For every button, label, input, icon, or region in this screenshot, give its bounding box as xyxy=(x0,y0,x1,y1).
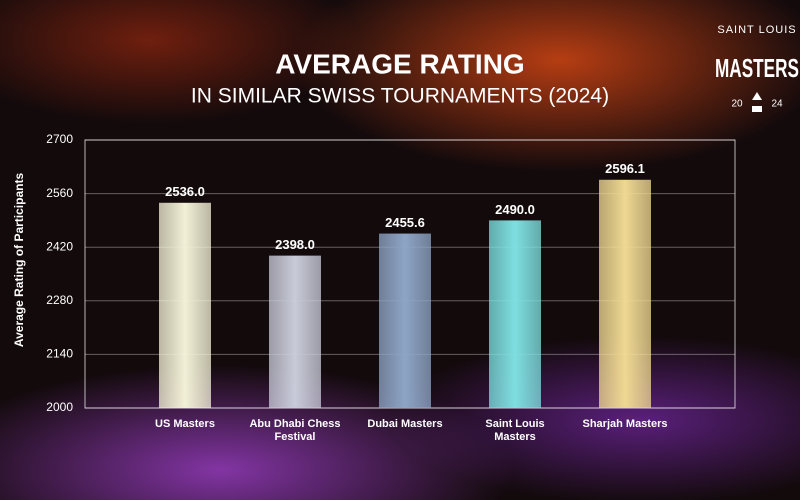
logo-year: 20 xyxy=(731,99,743,110)
y-tick-label: 2560 xyxy=(46,186,73,200)
y-tick-label: 2700 xyxy=(46,132,73,146)
data-label: 2490.0 xyxy=(495,202,535,217)
x-tick-label: Saint Louis Masters xyxy=(485,418,545,443)
bar xyxy=(269,255,321,408)
y-tick-label: 2420 xyxy=(46,239,73,253)
x-tick-label: Sharjah Masters xyxy=(582,418,668,430)
y-axis-label: Average Rating of Participants xyxy=(12,173,26,348)
data-label: 2455.6 xyxy=(385,215,425,230)
bar xyxy=(599,179,651,408)
x-tick-label: Dubai Masters xyxy=(367,418,443,430)
logo-year: 24 xyxy=(771,99,783,110)
y-tick-label: 2000 xyxy=(46,400,73,414)
bar xyxy=(159,202,211,408)
y-tick-label: 2280 xyxy=(46,293,73,307)
chart-subtitle: IN SIMILAR SWISS TOURNAMENTS (2024) xyxy=(191,85,609,108)
bar xyxy=(379,233,431,408)
x-tick-label: US Masters xyxy=(155,418,215,430)
x-tick-label: Abu Dhabi Chess Festival xyxy=(249,418,341,443)
chart-title: AVERAGE RATING xyxy=(275,48,524,79)
logo-icon xyxy=(752,92,762,112)
data-label: 2398.0 xyxy=(275,237,315,252)
y-tick-label: 2140 xyxy=(46,347,73,361)
logo-top: SAINT LOUIS xyxy=(717,24,796,36)
data-label: 2596.1 xyxy=(605,161,645,176)
bar xyxy=(489,220,541,408)
logo-main: MASTERS xyxy=(715,53,799,83)
data-label: 2536.0 xyxy=(165,184,205,199)
